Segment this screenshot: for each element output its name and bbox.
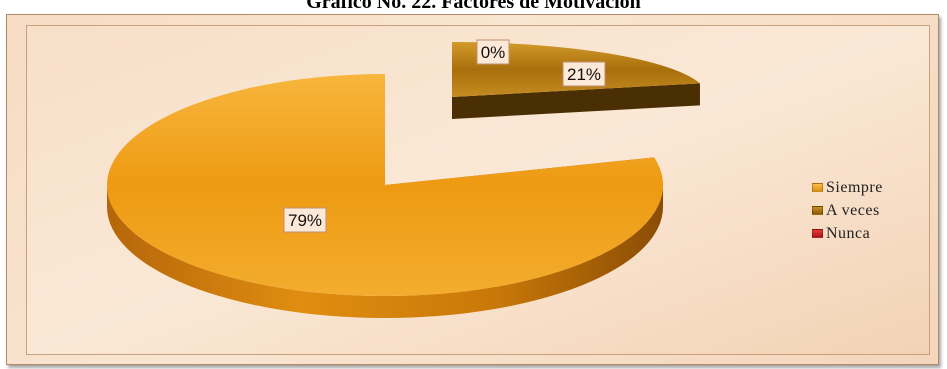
data-label-siempre: 79%: [283, 207, 327, 233]
legend-item-a-veces: A veces: [812, 199, 883, 222]
data-label-text-siempre: 79%: [288, 211, 322, 230]
legend-swatch-nunca: [812, 229, 823, 238]
data-label-text-a-veces: 21%: [567, 65, 601, 84]
legend-swatch-siempre: [812, 183, 823, 192]
data-label-bg-nunca: [476, 39, 510, 65]
legend-item-siempre: Siempre: [812, 176, 883, 199]
slice-siempre-side: [107, 185, 663, 318]
slice-siempre: [107, 74, 663, 296]
legend-item-nunca: Nunca: [812, 222, 883, 245]
data-label-text-nunca: 0%: [481, 43, 506, 62]
legend-label-nunca: Nunca: [826, 225, 871, 242]
chart-legend: Siempre A veces Nunca: [812, 176, 883, 245]
chart-title: Gráfico No. 22. Factores de Motivación: [306, 0, 641, 13]
slice-a-veces-cut: [452, 83, 700, 119]
legend-label-siempre: Siempre: [826, 179, 883, 196]
data-label-a-veces: 21%: [562, 61, 606, 87]
data-label-nunca: 0%: [476, 39, 510, 65]
data-label-bg-a-veces: [562, 61, 606, 87]
data-label-bg-siempre: [283, 207, 327, 233]
legend-swatch-a-veces: [812, 206, 823, 215]
legend-label-a-veces: A veces: [826, 202, 880, 219]
